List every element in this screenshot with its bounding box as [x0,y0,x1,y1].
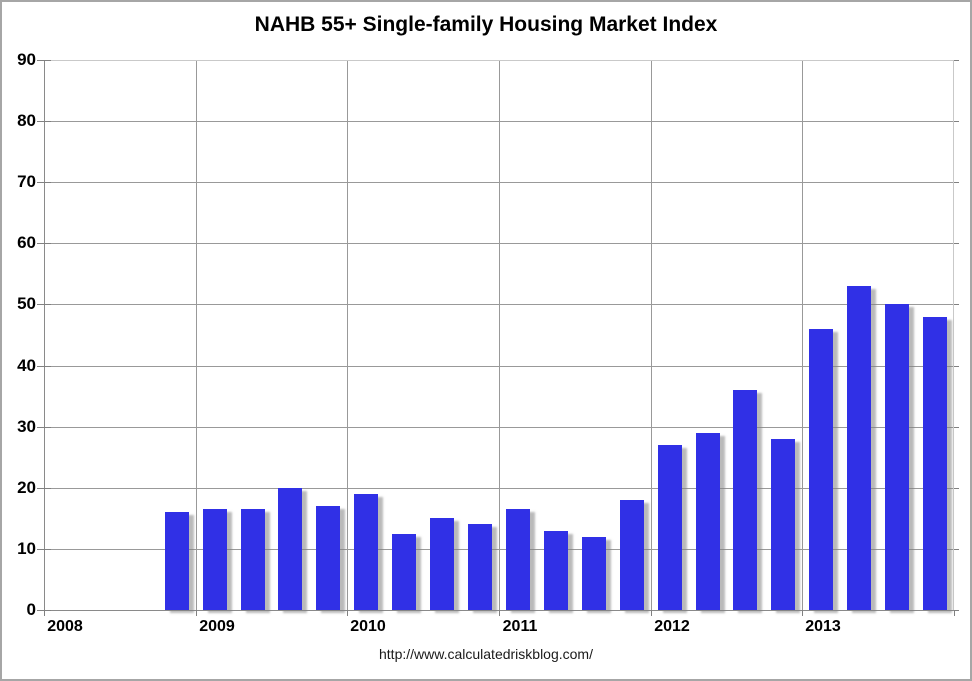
y-tick-right [954,488,959,489]
x-axis-label: 2012 [654,618,690,635]
y-axis-label: 90 [17,50,36,69]
bar [316,506,340,610]
y-axis-label: 50 [17,294,36,313]
y-tick-right [954,304,959,305]
y-tick-right [954,121,959,122]
x-tick [196,610,197,616]
bar [696,433,720,610]
y-tick [37,243,51,244]
bar [733,390,757,610]
x-gridline [651,60,652,611]
source-url: http://www.calculatedriskblog.com/ [379,646,593,662]
y-axis-label: 20 [17,478,36,497]
bar [809,329,833,610]
y-axis-label: 60 [17,233,36,252]
y-axis-label: 10 [17,539,36,558]
y-tick [37,366,51,367]
y-axis-label: 80 [17,111,36,130]
y-tick [37,121,51,122]
bar [506,509,530,610]
bar [544,531,568,610]
bar [241,509,265,610]
y-tick [37,60,51,61]
x-axis-label: 2013 [805,618,841,635]
y-tick-right [954,610,959,611]
x-axis-label: 2009 [199,618,235,635]
y-tick-right [954,427,959,428]
plot-border-top [44,60,954,61]
bar [430,518,454,610]
y-tick-right [954,366,959,367]
y-tick [37,427,51,428]
x-axis-label: 2011 [502,618,538,635]
plot-area [44,60,954,611]
y-tick-right [954,182,959,183]
plot-border-right [953,60,954,611]
x-gridline [196,60,197,611]
bar [582,537,606,610]
y-tick-right [954,549,959,550]
x-tick [954,610,955,616]
bar [620,500,644,610]
bar [278,488,302,610]
x-axis-label: 2008 [47,618,83,635]
y-tick-right [954,60,959,61]
y-axis-label: 30 [17,417,36,436]
y-tick-right [954,243,959,244]
x-tick [651,610,652,616]
x-tick [802,610,803,616]
y-axis-label: 40 [17,356,36,375]
x-axis-label: 2010 [350,618,386,635]
chart-title: NAHB 55+ Single-family Housing Market In… [254,13,718,36]
x-gridline [499,60,500,611]
x-tick [44,610,45,616]
bar [354,494,378,610]
bar [468,524,492,610]
bar [203,509,227,610]
y-tick [37,488,51,489]
bar [923,317,947,610]
y-axis-line [44,60,45,611]
y-tick [37,549,51,550]
bar [165,512,189,610]
bar [885,304,909,610]
y-tick [37,182,51,183]
bar [847,286,871,610]
bar [658,445,682,610]
x-tick [347,610,348,616]
bar [392,534,416,610]
x-tick [499,610,500,616]
y-axis-label: 70 [17,172,36,191]
y-axis-label: 0 [26,600,36,619]
bar [771,439,795,610]
y-tick [37,304,51,305]
x-gridline [802,60,803,611]
x-gridline [347,60,348,611]
